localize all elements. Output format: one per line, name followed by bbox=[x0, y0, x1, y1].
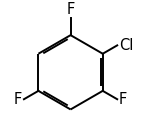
Text: Cl: Cl bbox=[119, 38, 133, 53]
Text: F: F bbox=[66, 2, 75, 17]
Text: F: F bbox=[14, 92, 22, 107]
Text: F: F bbox=[119, 92, 127, 107]
